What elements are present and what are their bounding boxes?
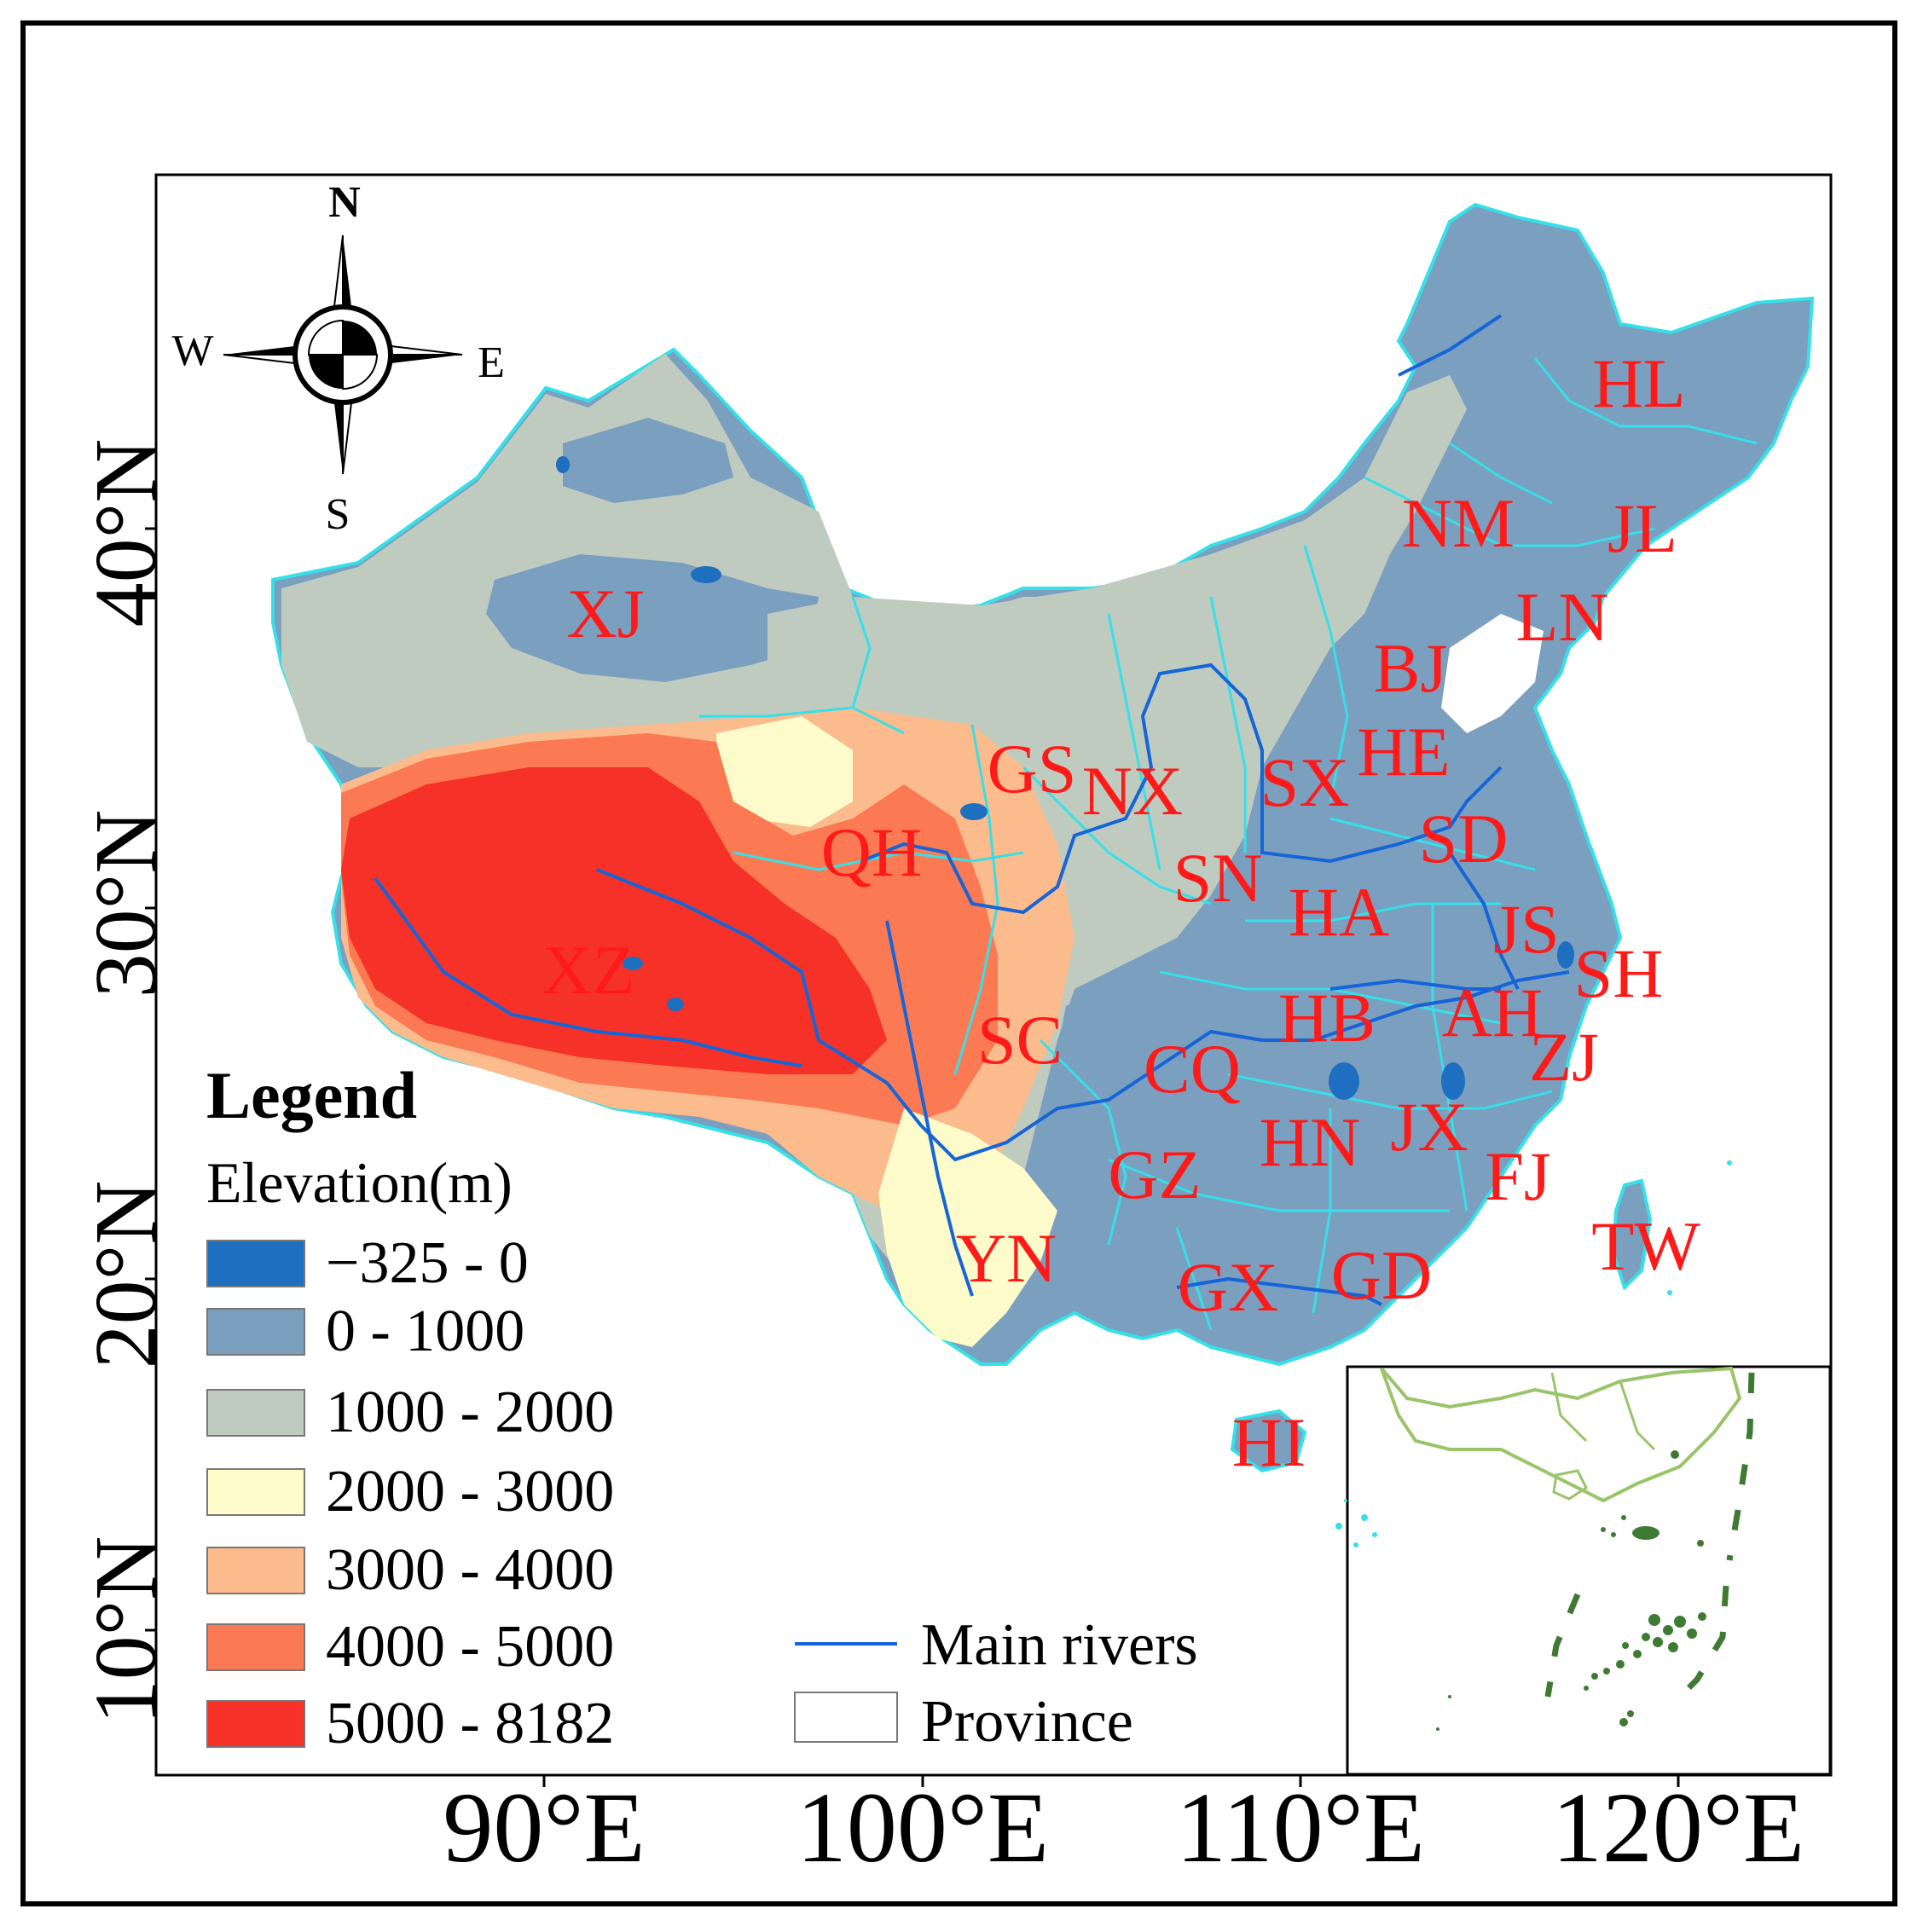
lon-tick-label: 110°E xyxy=(1176,1772,1425,1883)
province-label: AH xyxy=(1441,974,1544,1051)
province-label: GD xyxy=(1330,1236,1433,1314)
lat-tick-label: 20°N xyxy=(77,1180,175,1369)
inset-frame xyxy=(1346,1365,1832,1776)
legend-swatch xyxy=(206,1700,305,1748)
lancang-river xyxy=(885,920,974,1297)
legend-label: 0 - 1000 xyxy=(326,1299,525,1364)
legend-swatch xyxy=(206,1547,305,1594)
legend-title: Legend xyxy=(206,1058,418,1132)
legend-label: −325 - 0 xyxy=(326,1230,529,1296)
hainan-island xyxy=(1230,1409,1307,1473)
province-label: XJ xyxy=(566,575,645,652)
lat-tick-label: 30°N xyxy=(77,809,175,998)
province-label: SC xyxy=(976,1001,1063,1079)
main-rivers xyxy=(374,314,1570,1306)
province-label: JX xyxy=(1390,1088,1468,1166)
legend-swatch xyxy=(206,1389,305,1437)
province-label: SX xyxy=(1260,743,1350,821)
lat-tick-label: 10°N xyxy=(77,1536,175,1725)
axis-ticks xyxy=(145,527,1680,1787)
taiwan-island xyxy=(1611,1178,1653,1291)
legend-label: 1000 - 2000 xyxy=(326,1380,615,1445)
legend-swatch xyxy=(206,1240,305,1287)
legend-label: 2000 - 3000 xyxy=(326,1459,615,1524)
bohai-sea xyxy=(1441,614,1544,733)
province-label: SN xyxy=(1173,839,1263,917)
outer-frame xyxy=(20,20,1897,1906)
province-legend-label: Province xyxy=(921,1689,1133,1755)
province-label: HB xyxy=(1278,979,1376,1056)
province-label: GZ xyxy=(1108,1136,1202,1213)
province-label: SH xyxy=(1573,934,1664,1012)
yunnan-highland xyxy=(878,1108,1057,1347)
province-borders xyxy=(699,357,1758,1331)
province-label: XZ xyxy=(542,931,635,1009)
legend-item: 5000 - 8182 xyxy=(206,1694,614,1754)
small-islands xyxy=(1335,1160,1732,1547)
sichuan-basin xyxy=(1057,980,1228,1108)
legend-item: 1000 - 2000 xyxy=(206,1383,614,1443)
province-label: JS xyxy=(1493,890,1560,968)
yarlung-river xyxy=(374,876,802,1067)
plateau-5000-8182 xyxy=(341,767,887,1074)
compass-west-label: W xyxy=(171,327,214,375)
province-label: QH xyxy=(820,813,923,891)
rivers-legend-label: Main rivers xyxy=(921,1612,1198,1678)
compass-north-label: N xyxy=(328,178,361,227)
lakes xyxy=(556,456,1574,1100)
lon-tick-label: 100°E xyxy=(796,1772,1050,1883)
legend-subtitle: Elevation(m) xyxy=(206,1150,513,1215)
province-label: HA xyxy=(1288,873,1390,951)
inset-content xyxy=(1380,1366,1755,1731)
yellow-river xyxy=(860,662,1503,915)
province-label: ZJ xyxy=(1529,1018,1599,1096)
huai-river xyxy=(1329,978,1501,991)
province-label: HN xyxy=(1259,1103,1361,1181)
province-label: HI xyxy=(1231,1403,1306,1481)
province-label: GS xyxy=(987,730,1077,807)
compass-east-label: E xyxy=(478,338,505,387)
legend-swatch xyxy=(206,1468,305,1516)
province-label: BJ xyxy=(1373,629,1448,707)
province-legend: Province xyxy=(921,1688,1133,1756)
province-label: GX xyxy=(1177,1248,1279,1326)
province-label: FJ xyxy=(1485,1137,1551,1215)
legend-item: 0 - 1000 xyxy=(206,1302,524,1362)
province-label: HE xyxy=(1357,713,1451,790)
compass-rose xyxy=(223,234,463,475)
province-label: YN xyxy=(955,1219,1057,1297)
qaidam-2000-3000 xyxy=(716,716,853,827)
province-label: JL xyxy=(1607,489,1677,567)
legend-item: 3000 - 4000 xyxy=(206,1541,614,1600)
lon-tick-label: 120°E xyxy=(1551,1772,1805,1883)
province-label: TW xyxy=(1591,1207,1700,1285)
legend-item: 2000 - 3000 xyxy=(206,1462,614,1522)
heilong-river xyxy=(1398,314,1503,377)
province-label: NM xyxy=(1401,484,1515,562)
legend-item: −325 - 0 xyxy=(206,1234,529,1293)
lat-tick-label: 40°N xyxy=(77,438,175,628)
legend-label: 3000 - 4000 xyxy=(326,1537,615,1603)
legend-item: 4000 - 5000 xyxy=(206,1617,614,1677)
junggar-basin xyxy=(563,418,733,503)
province-label: LN xyxy=(1515,578,1609,656)
province-legend-swatch xyxy=(794,1692,898,1743)
legend-swatch xyxy=(206,1623,305,1671)
legend-swatch xyxy=(206,1308,305,1356)
legend-label: 5000 - 8182 xyxy=(326,1691,615,1756)
legend-label: 4000 - 5000 xyxy=(326,1614,615,1680)
province-label: CQ xyxy=(1144,1030,1241,1108)
province-label: NX xyxy=(1081,752,1184,830)
pearl-river xyxy=(1176,1276,1382,1306)
province-label: HL xyxy=(1592,344,1686,422)
province-label: SD xyxy=(1418,800,1509,877)
rivers-legend: Main rivers xyxy=(921,1611,1198,1680)
compass-south-label: S xyxy=(325,490,350,539)
tarim-basin xyxy=(486,554,819,682)
lon-tick-label: 90°E xyxy=(443,1772,646,1883)
yangtze-river xyxy=(596,868,1570,1162)
grand-canal xyxy=(1448,851,1520,990)
